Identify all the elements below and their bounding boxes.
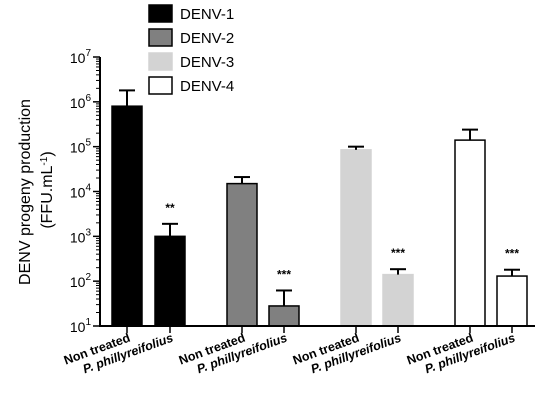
y-axis-title-line1: DENV progeny production — [17, 99, 34, 285]
legend-label-1: DENV-1 — [180, 6, 234, 23]
legend: DENV-1 DENV-2 DENV-3 DENV-4 — [148, 4, 234, 95]
bar-denv-1-non-treated — [111, 105, 143, 327]
legend-label-3: DENV-3 — [180, 54, 234, 71]
y-tick-label-5: 105 — [70, 138, 92, 156]
y-axis-title: DENV progeny production (FFU.mL-1) — [17, 99, 56, 285]
y-axis: 101 102 103 104 105 106 107 — [70, 48, 101, 335]
significance-marker: *** — [505, 247, 519, 261]
y-tick-label-7: 107 — [70, 48, 92, 66]
y-tick-label-6: 106 — [70, 93, 92, 111]
bar-denv-3-non-treated — [340, 149, 372, 327]
legend-swatch-4 — [148, 76, 173, 95]
bar-denv-3-p-phillyreifolius — [382, 273, 414, 327]
legend-swatch-2 — [148, 28, 173, 47]
legend-label-2: DENV-2 — [180, 30, 234, 47]
bar-denv-4-p-phillyreifolius — [496, 275, 528, 327]
legend-label-4: DENV-4 — [180, 78, 234, 95]
bar-denv-4-non-treated — [454, 139, 486, 327]
legend-swatch-3 — [148, 52, 173, 71]
bar-denv-1-p-phillyreifolius — [154, 235, 186, 327]
significance-marker: *** — [277, 267, 291, 281]
y-tick-label-1: 101 — [70, 317, 92, 335]
y-axis-title-line2: (FFU.mL-1) — [39, 151, 57, 228]
significance-marker: ** — [165, 201, 175, 215]
significance-marker: *** — [391, 246, 405, 260]
bar-denv-2-p-phillyreifolius — [268, 305, 300, 327]
y-tick-label-2: 102 — [70, 272, 92, 290]
legend-swatch-1 — [148, 4, 173, 23]
y-tick-label-3: 103 — [70, 227, 92, 245]
bars: ******** *** — [111, 89, 528, 327]
y-tick-label-4: 104 — [70, 183, 92, 201]
bar-denv-2-non-treated — [226, 182, 258, 327]
